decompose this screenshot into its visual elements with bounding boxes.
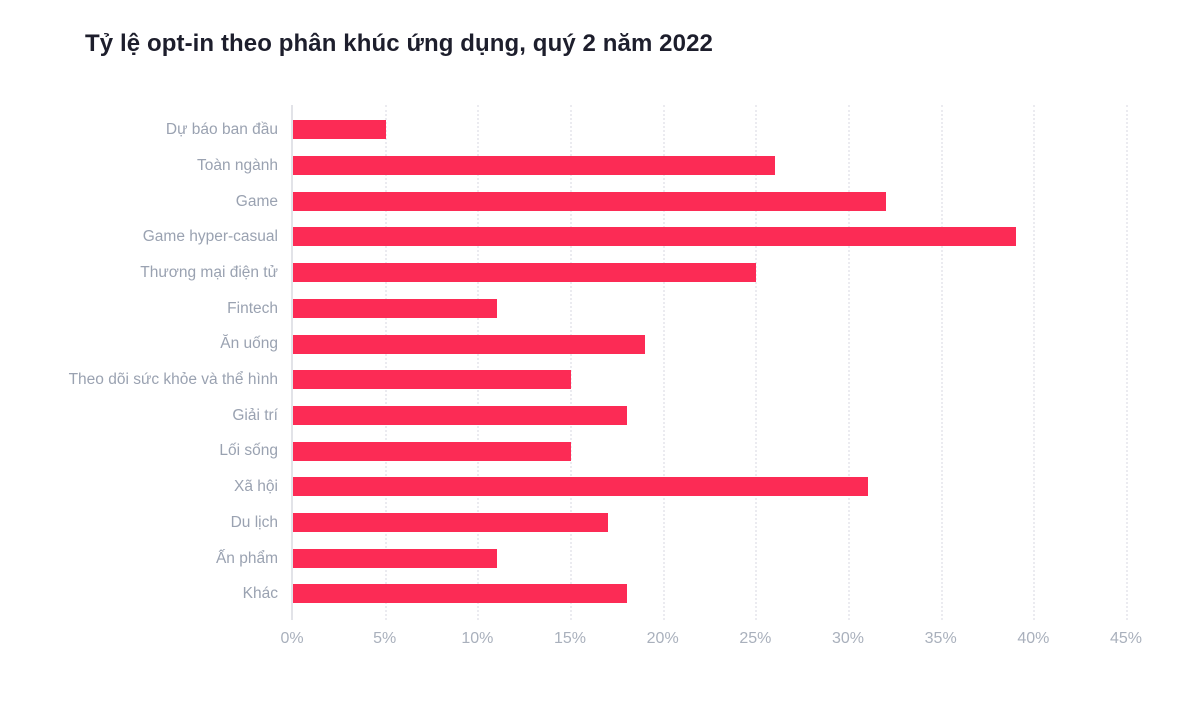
bar [293,584,627,604]
bar [293,227,1016,247]
category-label: Khác [242,585,278,603]
bar-track [293,120,386,140]
category-label: Giải trí [232,406,278,424]
x-axis: 0% 5% 10% 15% 20% 25% 30% 35% 40% 45% [280,629,1142,651]
gridline [755,105,758,620]
bar [293,405,627,425]
bar [293,370,571,390]
chart-row: Giải trí [0,398,1160,434]
category-label: Game [235,192,278,210]
bar [293,156,775,176]
gridline [477,105,480,620]
chart-row: Theo dõi sức khỏe và thể hình [0,362,1160,398]
category-label: Xã hội [234,478,278,496]
bar-track [293,584,627,604]
bar [293,298,497,318]
bar-track [293,298,497,318]
bar-rows: Dự báo ban đầu Toàn ngành Game Game hyper-c… [0,112,1160,612]
chart-row: Ấn phẩm [0,540,1160,576]
gridline [940,105,943,620]
x-tick-label: 30% [831,630,865,647]
x-tick-label: 45% [1109,630,1143,647]
bar-track [293,477,868,497]
x-tick-label: 15% [553,630,587,647]
bar [293,120,386,140]
x-tick-label: 40% [1017,630,1050,647]
bar [293,548,497,568]
bar-track [293,370,571,390]
x-tick-label: 0% [280,630,304,647]
category-label: Lối sống [219,442,278,460]
gridline [662,105,665,620]
x-tick-label: 5% [373,630,397,647]
chart-row: Ăn uống [0,326,1160,362]
category-label: Ấn phẩm [215,549,278,567]
category-label: Theo dõi sức khỏe và thể hình [68,371,278,389]
x-tick-label: 10% [461,630,494,647]
category-label: Fintech [227,299,278,317]
bar-track [293,513,609,533]
chart-row: Game [0,183,1160,219]
chart-row: Xã hội [0,469,1160,505]
chart-row: Du lịch [0,505,1160,541]
chart-row: Dự báo ban đầu [0,112,1160,148]
bar-track [293,156,775,176]
bar-track [293,548,497,568]
category-label: Du lịch [230,513,278,531]
chart-title: Tỷ lệ opt-in theo phân khúc ứng dụng, qu… [85,30,713,57]
y-axis-line [291,105,293,620]
bar [293,477,868,497]
x-tick-label: 35% [924,630,957,647]
category-label: Toàn ngành [196,156,278,174]
chart-row: Khác [0,576,1160,612]
bar-track [293,334,646,354]
category-label: Dự báo ban đầu [165,121,278,139]
gridline [1033,105,1036,620]
bar-track [293,191,887,211]
category-label: Ăn uống [220,335,278,353]
bar-track [293,263,757,283]
chart-row: Game hyper-casual [0,219,1160,255]
gridline [384,105,387,620]
chart-row: Fintech [0,291,1160,327]
gridline [570,105,572,620]
plot-gridlines [291,105,1128,620]
gridline [848,105,850,620]
gridline [1126,105,1128,620]
bar-track [293,441,571,461]
chart-row: Thương mại điện tử [0,255,1160,291]
chart-row: Toàn ngành [0,148,1160,184]
bar [293,263,757,283]
bar [293,334,646,354]
category-label: Thương mại điện tử [140,263,278,281]
x-tick-label: 20% [646,630,679,647]
category-label: Game hyper-casual [142,228,278,246]
bar [293,513,609,533]
bar-track [293,227,1016,247]
x-tick-label: 25% [739,630,772,647]
bar [293,441,571,461]
chart-row: Lối sống [0,433,1160,469]
bar [293,191,887,211]
bar-track [293,405,627,425]
